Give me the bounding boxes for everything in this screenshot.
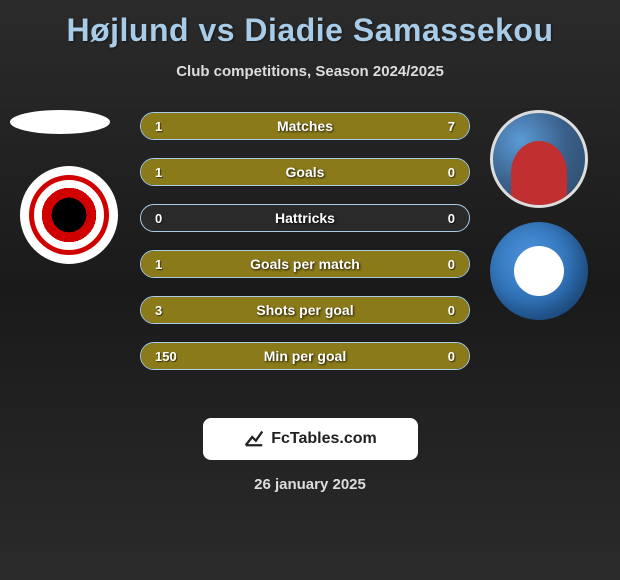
page-title: Højlund vs Diadie Samassekou [0, 0, 620, 49]
stat-right-value: 0 [448, 211, 455, 226]
stat-right-value: 0 [448, 349, 455, 364]
stat-label: Goals [141, 164, 469, 180]
stat-label: Hattricks [141, 210, 469, 226]
stat-bars: 1Matches71Goals00Hattricks01Goals per ma… [140, 112, 470, 370]
stat-bar: 3Shots per goal0 [140, 296, 470, 324]
club-left-badge [20, 166, 118, 264]
stat-label: Matches [141, 118, 469, 134]
club-right-badge [490, 222, 588, 320]
date-text: 26 january 2025 [0, 476, 620, 493]
stat-bar: 1Goals per match0 [140, 250, 470, 278]
brand-badge[interactable]: FcTables.com [203, 418, 418, 460]
stat-right-value: 0 [448, 257, 455, 272]
stat-bar: 1Matches7 [140, 112, 470, 140]
stat-bar: 0Hattricks0 [140, 204, 470, 232]
stat-bar: 1Goals0 [140, 158, 470, 186]
stat-right-value: 7 [448, 119, 455, 134]
stat-right-value: 0 [448, 303, 455, 318]
stat-label: Min per goal [141, 348, 469, 364]
stat-label: Goals per match [141, 256, 469, 272]
player-left-avatar [10, 110, 110, 134]
comparison-content: 1Matches71Goals00Hattricks01Goals per ma… [0, 110, 620, 400]
player-right-avatar [490, 110, 588, 208]
chart-icon [243, 426, 265, 453]
stat-bar: 150Min per goal0 [140, 342, 470, 370]
brand-text: FcTables.com [271, 430, 377, 448]
stat-right-value: 0 [448, 165, 455, 180]
stat-label: Shots per goal [141, 302, 469, 318]
subtitle: Club competitions, Season 2024/2025 [0, 63, 620, 80]
